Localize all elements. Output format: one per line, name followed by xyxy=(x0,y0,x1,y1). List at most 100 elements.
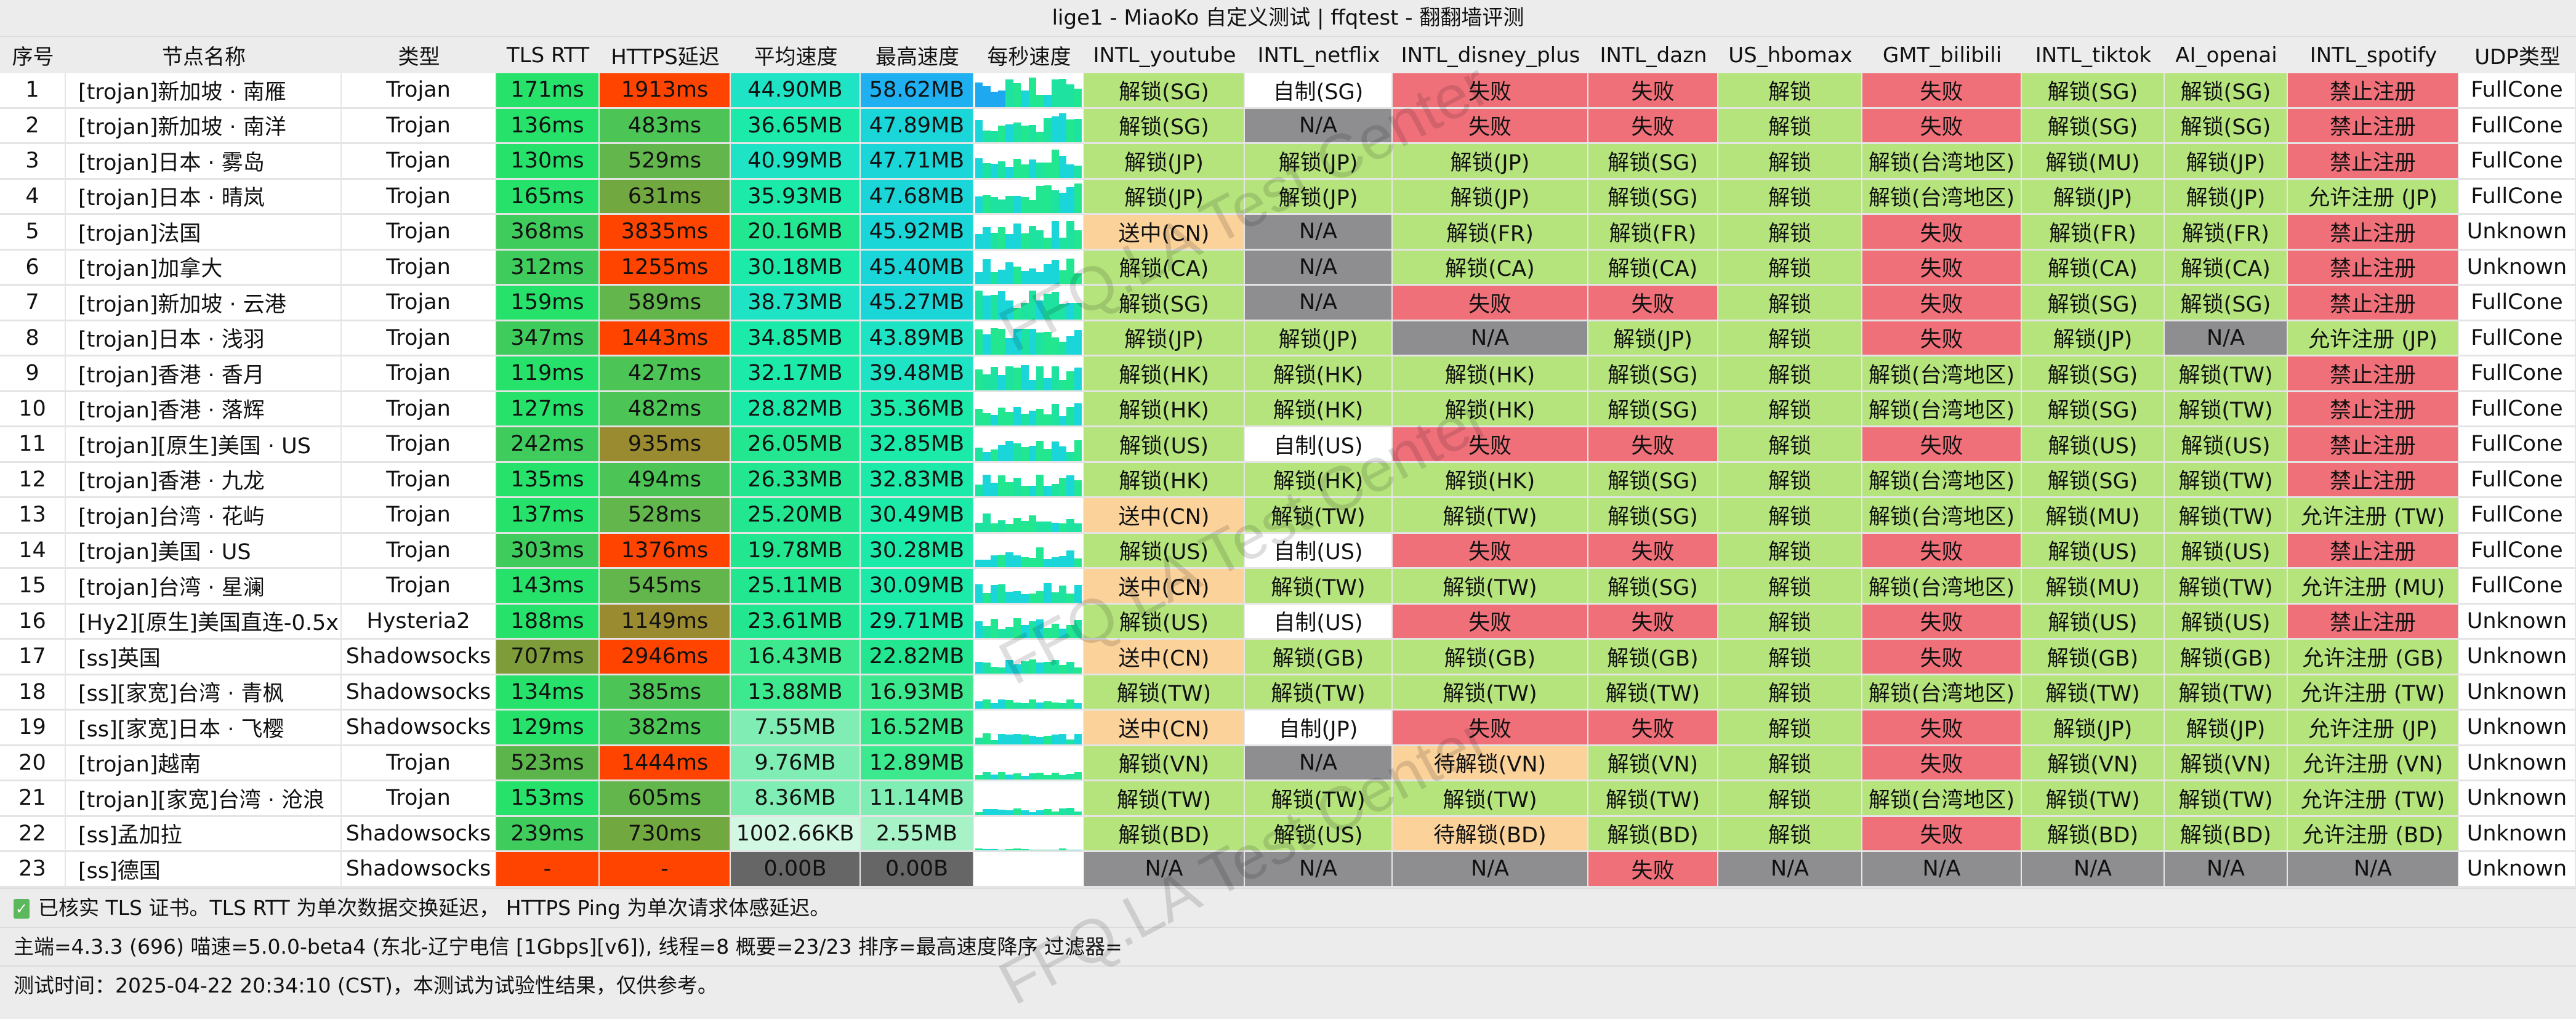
node-type: Trojan xyxy=(342,746,496,781)
unlock-tiktok: 解锁(SG) xyxy=(2022,108,2165,144)
sparkline-bar xyxy=(1074,368,1082,390)
unlock-tiktok: 解锁(TW) xyxy=(2022,781,2165,817)
sparkline-bar xyxy=(1066,475,1074,496)
unlock-hbomax: 解锁 xyxy=(1718,604,1862,640)
sparkline-bar xyxy=(1005,700,1013,709)
column-header[interactable]: 平均速度 xyxy=(754,45,838,70)
table-row[interactable]: 5 [trojan]法国 Trojan 368ms 3835ms 20.16MB 45.92… xyxy=(0,215,2576,251)
table-row[interactable]: 6 [trojan]加拿大 Trojan 312ms 1255ms 30.18MB 45.4… xyxy=(0,250,2576,286)
table-row[interactable]: 16 [Hy2][原生]美国直连-0.5x Hysteria2 188ms 1149ms… xyxy=(0,604,2576,640)
tls-rtt: 159ms xyxy=(496,286,600,321)
avg-speed: 35.93MB xyxy=(731,179,861,215)
sparkline-bar xyxy=(1044,293,1052,320)
sparkline-bar xyxy=(998,227,1006,249)
column-header[interactable]: INTL_dazn xyxy=(1600,42,1707,68)
column-header[interactable]: 节点名称 xyxy=(162,45,246,70)
sparkline-bar xyxy=(1044,414,1052,425)
https-latency: 382ms xyxy=(600,711,731,746)
column-header[interactable]: HTTPS延迟 xyxy=(611,45,720,70)
sparkline-bar xyxy=(1074,619,1082,638)
table-row[interactable]: 9 [trojan]香港 · 香月 Trojan 119ms 427ms 32.17MB 3… xyxy=(0,356,2576,392)
column-header[interactable]: INTL_disney_plus xyxy=(1401,42,1580,68)
table-row[interactable]: 19 [ss][家宽]日本 · 飞樱 Shadowsocks 129ms 382ms 7.… xyxy=(0,711,2576,746)
table-row[interactable]: 15 [trojan]台湾 · 星澜 Trojan 143ms 545ms 25.11MB… xyxy=(0,569,2576,605)
max-speed: 58.62MB xyxy=(861,73,974,109)
speed-sparkline xyxy=(974,711,1084,746)
column-header[interactable]: INTL_spotify xyxy=(2309,42,2437,68)
table-row[interactable]: 23 [ss]德国 Shadowsocks - -0.00B 0.00B N/A N/A N/A… xyxy=(0,852,2576,888)
avg-speed: 9.76MB xyxy=(731,746,861,781)
sparkline-bar xyxy=(1021,328,1029,355)
sparkline-bar xyxy=(1005,337,1013,355)
sparkline-bar xyxy=(1005,441,1013,461)
sparkline-bar xyxy=(1074,230,1082,249)
tls-rtt: 239ms xyxy=(496,816,600,852)
unlock-bilibili: 失败 xyxy=(1862,533,2022,569)
column-header[interactable]: US_hbomax xyxy=(1728,42,1853,68)
table-row[interactable]: 2 [trojan]新加坡 · 南洋 Trojan 136ms 483ms 36.65MB… xyxy=(0,108,2576,144)
sparkline-bar xyxy=(1036,474,1044,496)
sparkline-bar xyxy=(983,475,991,496)
sparkline-bar xyxy=(990,848,999,850)
sparkline-bar xyxy=(1013,407,1021,425)
table-row[interactable]: 13 [trojan]台湾 · 花屿 Trojan 137ms 528ms 25.20MB… xyxy=(0,498,2576,534)
table-row[interactable]: 4 [trojan]日本 · 晴岚 Trojan 165ms 631ms 35.93MB 4… xyxy=(0,179,2576,215)
table-row[interactable]: 21 [trojan][家宽]台湾 · 沧浪 Trojan 153ms 605ms 8.3… xyxy=(0,781,2576,817)
sparkline-bar xyxy=(983,86,991,107)
table-row[interactable]: 8 [trojan]日本 · 浅羽 Trojan 347ms 1443ms 34.85MB… xyxy=(0,321,2576,356)
sparkline-bar xyxy=(1074,523,1082,532)
unlock-disney-plus: 失败 xyxy=(1393,711,1588,746)
sparkline-bar xyxy=(1066,406,1074,425)
sparkline-bar xyxy=(1013,808,1021,815)
column-header[interactable]: 最高速度 xyxy=(875,45,959,70)
table-row[interactable]: 20 [trojan]越南 Trojan 523ms 1444ms 9.76MB 12.89… xyxy=(0,746,2576,781)
sparkline-bar xyxy=(1066,452,1074,461)
column-header[interactable]: INTL_netflix xyxy=(1257,42,1380,68)
unlock-hbomax: 解锁 xyxy=(1718,356,1862,392)
https-latency: 1255ms xyxy=(600,250,731,286)
tls-rtt: 130ms xyxy=(496,144,600,180)
table-row[interactable]: 14 [trojan]美国 · US Trojan 303ms 1376ms 19.78M… xyxy=(0,533,2576,569)
results-table: 1 [trojan]新加坡 · 南雁 Trojan 171ms 1913ms 44.90M… xyxy=(0,73,2576,888)
column-header[interactable]: GMT_bilibili xyxy=(1882,42,2002,68)
table-row[interactable]: 17 [ss]英国 Shadowsocks 707ms 2946ms 16.43MB 22.… xyxy=(0,640,2576,675)
column-header[interactable]: 类型 xyxy=(398,45,440,70)
unlock-hbomax: 解锁 xyxy=(1718,321,1862,356)
sparkline-bar xyxy=(1036,662,1044,674)
unlock-hbomax: 解锁 xyxy=(1718,498,1862,534)
sparkline-bar xyxy=(1005,195,1013,213)
unlock-tiktok: 解锁(JP) xyxy=(2022,179,2165,215)
speed-sparkline xyxy=(974,781,1084,817)
column-header[interactable]: INTL_tiktok xyxy=(2035,42,2152,68)
unlock-disney-plus: 失败 xyxy=(1393,427,1588,463)
column-header[interactable]: AI_openai xyxy=(2175,42,2277,68)
table-row[interactable]: 1 [trojan]新加坡 · 南雁 Trojan 171ms 1913ms 44.90M… xyxy=(0,73,2576,109)
table-row[interactable]: 11 [trojan][原生]美国 · US Trojan 242ms 935ms 26.… xyxy=(0,427,2576,463)
column-header[interactable]: 序号 xyxy=(12,45,54,70)
sparkline-bar xyxy=(983,514,991,532)
sparkline-bar xyxy=(1036,94,1044,107)
max-speed: 30.49MB xyxy=(861,498,974,534)
column-header[interactable]: 每秒速度 xyxy=(987,45,1071,70)
unlock-netflix: 自制(SG) xyxy=(1245,73,1393,109)
column-header[interactable]: INTL_youtube xyxy=(1093,42,1236,68)
table-row[interactable]: 3 [trojan]日本 · 雾岛 Trojan 130ms 529ms 40.99MB 4… xyxy=(0,144,2576,180)
sparkline-bar xyxy=(1058,477,1067,496)
sparkline-bar xyxy=(1036,619,1044,638)
table-row[interactable]: 12 [trojan]香港 · 九龙 Trojan 135ms 494ms 26.33MB… xyxy=(0,462,2576,498)
udp-type: FullCone xyxy=(2459,462,2576,498)
sparkline-bar xyxy=(1021,91,1029,107)
table-row[interactable]: 7 [trojan]新加坡 · 云港 Trojan 159ms 589ms 38.73MB… xyxy=(0,286,2576,321)
unlock-bilibili: 解锁(台湾地区) xyxy=(1862,356,2022,392)
node-name: [trojan]香港 · 香月 xyxy=(66,356,342,392)
avg-speed: 36.65MB xyxy=(731,108,861,144)
table-row[interactable]: 10 [trojan]香港 · 落辉 Trojan 127ms 482ms 28.82MB… xyxy=(0,392,2576,427)
column-header[interactable]: UDP类型 xyxy=(2474,45,2561,70)
column-header[interactable]: TLS RTT xyxy=(506,42,590,68)
node-name: [trojan]加拿大 xyxy=(66,250,342,286)
sparkline-bar xyxy=(1051,483,1059,496)
sparkline-bar xyxy=(1036,547,1044,567)
table-row[interactable]: 22 [ss]孟加拉 Shadowsocks 239ms 730ms 1002.66KB 2… xyxy=(0,816,2576,852)
table-row[interactable]: 18 [ss][家宽]台湾 · 青枫 Shadowsocks 134ms 385ms 13… xyxy=(0,675,2576,711)
node-type: Trojan xyxy=(342,498,496,534)
